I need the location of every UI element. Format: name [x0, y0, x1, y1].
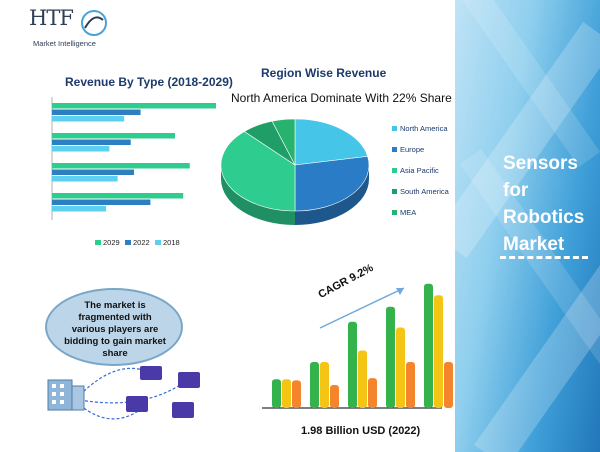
speech-bubble	[45, 288, 183, 366]
cagr-arrow-icon	[319, 287, 405, 329]
logo-subtitle: Market Intelligence	[33, 39, 96, 48]
market-size-label: 1.98 Billion USD (2022)	[301, 425, 421, 437]
bubble-text: The market is fragmented with various pl…	[64, 300, 166, 359]
pie-wall-2	[221, 165, 295, 225]
network-illustration	[47, 366, 200, 420]
region-legend-label-1: Europe	[400, 145, 424, 154]
growth-bar-0-1	[310, 362, 319, 408]
market-title: Sensors for Robotics Market	[503, 153, 585, 255]
revenue-chart-title: Revenue By Type (2018-2029)	[65, 75, 233, 89]
growth-bar-chart	[262, 283, 453, 409]
rev-bar-2022-0	[52, 109, 141, 115]
rev-legend-swatch-2018	[155, 240, 161, 245]
rev-bar-2029-0	[52, 103, 216, 109]
rev-bar-2018-3	[52, 206, 107, 212]
growth-bar-2-0	[292, 380, 301, 408]
rev-legend-label-2022: 2022	[133, 238, 150, 247]
region-legend-swatch-0	[392, 126, 397, 131]
rev-bar-2029-3	[52, 193, 184, 199]
region-legend-swatch-4	[392, 210, 397, 215]
revenue-by-type-chart: 2029 2022 2018	[51, 97, 216, 247]
growth-bar-1-1	[320, 362, 329, 408]
rev-bar-2029-2	[52, 163, 190, 169]
region-legend-label-4: MEA	[400, 208, 416, 217]
pie-slice-asia-pacific	[220, 131, 296, 212]
growth-bar-2-4	[444, 362, 453, 408]
side-panel	[455, 0, 600, 452]
rev-bar-2022-1	[52, 139, 131, 145]
region-legend-swatch-2	[392, 168, 397, 173]
growth-bar-0-4	[424, 283, 433, 408]
logo-mark: HTF	[29, 6, 74, 30]
growth-bar-0-3	[386, 306, 395, 408]
region-chart-subtitle: North America Dominate With 22% Share	[231, 91, 452, 105]
rev-bar-2022-3	[52, 199, 151, 205]
region-legend-label-0: North America	[400, 124, 448, 133]
rev-legend-swatch-2022	[125, 240, 131, 245]
growth-bar-2-3	[406, 362, 415, 408]
region-legend-label-2: Asia Pacific	[400, 166, 439, 175]
pie-slice-mea	[271, 118, 296, 166]
region-legend-swatch-3	[392, 189, 397, 194]
logo-swirl-icon	[81, 10, 107, 36]
region-legend: North America Europe Asia Pacific South Ame…	[392, 124, 450, 217]
logo: HTF Market Intelligence	[29, 6, 119, 58]
pie-slice-europe	[294, 156, 370, 212]
rev-bar-2018-2	[52, 176, 118, 182]
growth-bar-1-3	[396, 327, 405, 408]
growth-bar-2-2	[368, 378, 377, 408]
growth-bar-0-0	[272, 379, 281, 408]
growth-bar-1-2	[358, 350, 367, 408]
growth-bar-1-0	[282, 379, 291, 408]
pie-wall-1	[295, 165, 369, 225]
rev-legend-swatch-2029	[95, 240, 101, 245]
growth-bar-0-2	[348, 321, 357, 408]
region-legend-label-3: South America	[400, 187, 450, 196]
rev-bar-2018-1	[52, 146, 110, 152]
growth-bar-1-4	[434, 295, 443, 408]
region-pie-chart	[220, 118, 370, 225]
rev-bar-2018-0	[52, 116, 125, 122]
rev-bar-2022-2	[52, 169, 134, 175]
title-underline	[500, 256, 588, 259]
region-legend-swatch-1	[392, 147, 397, 152]
region-chart-title: Region Wise Revenue	[261, 66, 387, 80]
people-group-icon	[126, 366, 200, 418]
growth-bar-2-1	[330, 385, 339, 408]
building-icon	[47, 379, 85, 411]
rev-bar-2029-1	[52, 133, 175, 139]
rev-legend-label-2029: 2029	[103, 238, 120, 247]
pie-slice-north-america	[294, 118, 369, 166]
rev-legend-label-2018: 2018	[163, 238, 180, 247]
